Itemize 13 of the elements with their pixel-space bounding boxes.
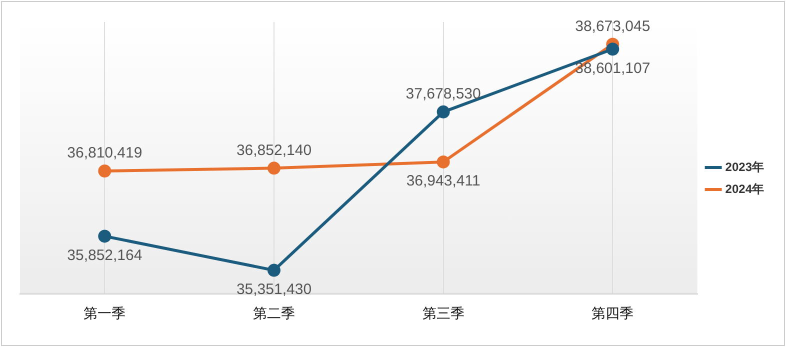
data-label: 35,351,430: [236, 280, 312, 298]
x-tick-label: 第二季: [252, 306, 295, 322]
data-label: 38,673,045: [575, 18, 650, 35]
legend-label: 2024年: [725, 182, 764, 196]
x-tick-label: 第一季: [84, 306, 126, 322]
legend-label: 2023年: [725, 160, 764, 174]
data-label: 36,852,140: [236, 142, 312, 159]
x-tick-label: 第三季: [422, 306, 464, 322]
data-label: 36,943,411: [406, 172, 480, 190]
data-label: 37,678,530: [406, 86, 481, 103]
x-tick-label: 第四季: [592, 306, 634, 322]
data-label: 36,810,419: [67, 144, 142, 162]
data-label: 35,852,164: [67, 246, 142, 264]
